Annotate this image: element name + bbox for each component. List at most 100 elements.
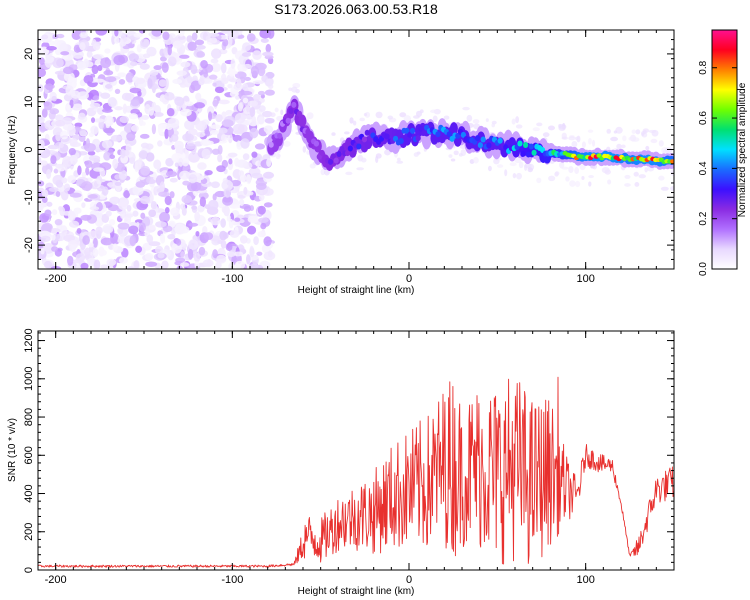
- faint-cell: [658, 140, 664, 147]
- noise-cell: [139, 151, 148, 159]
- colorbar-label: Normalized spectral amplitude: [737, 82, 748, 217]
- noise-cell: [93, 118, 105, 123]
- faint-cell: [269, 112, 276, 118]
- faint-cell: [443, 115, 450, 120]
- signal-cell: [333, 157, 339, 164]
- noise-cell: [257, 90, 266, 96]
- faint-cell: [607, 179, 612, 185]
- noise-cell: [53, 168, 59, 174]
- faint-cell: [561, 166, 569, 170]
- noise-cell: [197, 162, 207, 170]
- noise-cell: [68, 220, 80, 228]
- noise-cell: [140, 165, 151, 176]
- faint-cell: [588, 138, 592, 145]
- faint-cell: [514, 157, 522, 164]
- noise-cell: [258, 217, 269, 223]
- noise-cell: [60, 130, 69, 140]
- noise-cell: [232, 169, 242, 179]
- noise-cell: [65, 85, 74, 96]
- noise-cell: [250, 65, 259, 77]
- noise-cell: [119, 115, 130, 124]
- noise-cell: [82, 235, 90, 246]
- noise-cell: [135, 245, 143, 253]
- noise-cell: [92, 237, 98, 248]
- noise-cell: [145, 261, 158, 267]
- noise-cell: [114, 106, 123, 111]
- noise-cell: [104, 48, 111, 54]
- noise-cell: [220, 134, 227, 142]
- faint-cell: [613, 130, 618, 134]
- faint-cell: [432, 115, 438, 123]
- faint-cell: [565, 176, 570, 182]
- noise-cell: [162, 225, 173, 233]
- faint-cell: [638, 174, 647, 179]
- noise-cell: [71, 103, 83, 111]
- noise-cell: [133, 260, 139, 269]
- faint-cell: [277, 154, 281, 158]
- noise-cell: [91, 64, 99, 75]
- noise-cell: [87, 242, 94, 248]
- noise-cell: [90, 125, 99, 135]
- noise-cell: [241, 52, 252, 57]
- signal-cell: [268, 141, 274, 148]
- snr-frame: [37, 330, 675, 571]
- noise-cell: [159, 211, 170, 223]
- noise-cell: [210, 124, 221, 130]
- noise-cell: [137, 91, 142, 97]
- noise-cell: [122, 103, 128, 114]
- noise-cell: [191, 205, 198, 210]
- noise-cell: [218, 99, 230, 105]
- noise-cell: [109, 260, 114, 268]
- noise-cell: [130, 98, 140, 107]
- noise-cell: [242, 97, 249, 104]
- faint-cell: [458, 153, 463, 157]
- noise-cell: [67, 125, 76, 136]
- faint-cell: [631, 137, 640, 142]
- noise-cell: [126, 132, 136, 142]
- spectrogram-y-tick-label: 0: [23, 146, 35, 152]
- faint-cell: [568, 136, 576, 141]
- noise-cell: [179, 203, 186, 210]
- noise-cell: [114, 88, 121, 94]
- faint-cell: [472, 119, 480, 124]
- noise-cell: [92, 95, 100, 101]
- colorbar-tick-label: 0.8: [698, 60, 709, 74]
- noise-cell: [239, 235, 248, 244]
- noise-cell: [165, 157, 174, 167]
- noise-cell: [176, 70, 188, 76]
- noise-cell: [81, 171, 87, 178]
- noise-cell: [190, 64, 198, 75]
- noise-cell: [128, 113, 139, 120]
- noise-cell: [113, 37, 120, 44]
- noise-cell: [128, 225, 139, 235]
- noise-cell: [105, 119, 110, 129]
- noise-cell: [190, 80, 201, 91]
- noise-cell: [80, 214, 92, 221]
- noise-cell: [162, 31, 170, 41]
- snr-line: [38, 376, 674, 568]
- noise-cell: [70, 154, 78, 166]
- noise-cell: [187, 75, 193, 84]
- faint-cell: [356, 167, 364, 171]
- faint-cell: [542, 132, 550, 138]
- faint-cell: [628, 136, 634, 141]
- noise-cell: [179, 83, 187, 88]
- noise-cell: [140, 121, 146, 126]
- noise-cell: [195, 175, 205, 181]
- noise-cell: [129, 235, 137, 247]
- faint-cell: [645, 145, 650, 151]
- noise-cell: [242, 83, 249, 91]
- faint-cell: [331, 132, 336, 136]
- faint-cell: [642, 128, 650, 133]
- noise-cell: [214, 86, 225, 94]
- noise-cell: [202, 259, 214, 268]
- noise-cell: [112, 158, 119, 169]
- noise-cell: [105, 210, 112, 217]
- noise-cell: [92, 43, 101, 51]
- noise-cell: [133, 32, 143, 38]
- noise-cell: [212, 249, 218, 259]
- faint-cell: [574, 136, 579, 141]
- noise-cell: [153, 112, 164, 117]
- faint-cell: [344, 131, 350, 135]
- snr-y-tick-label: 1200: [23, 328, 35, 352]
